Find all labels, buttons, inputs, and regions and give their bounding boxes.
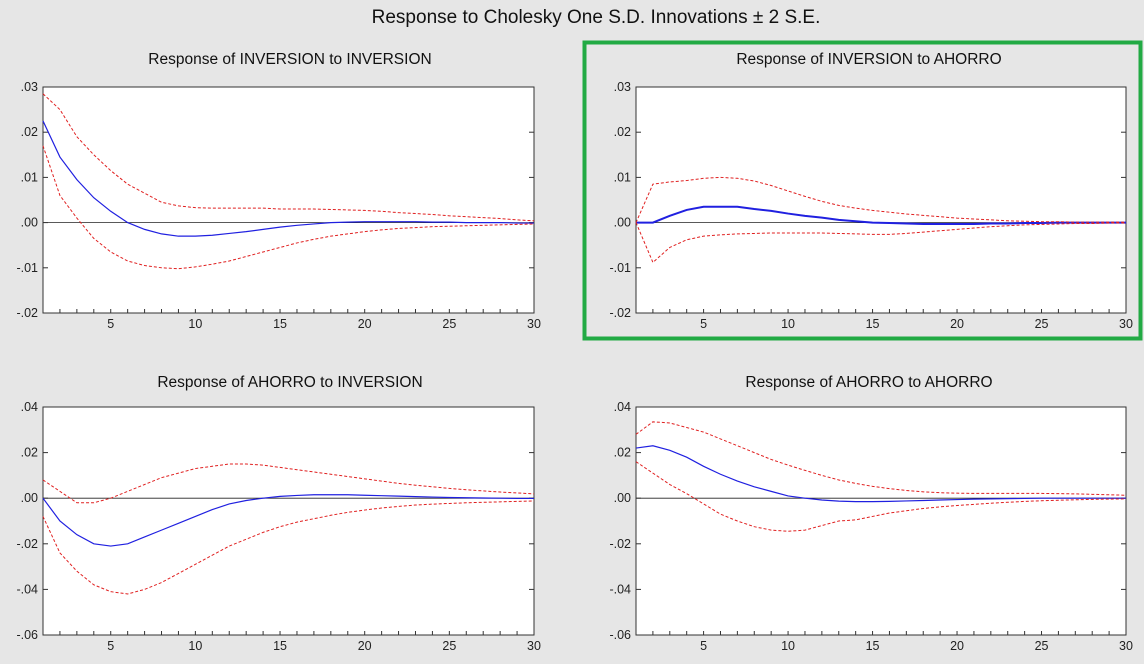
y-tick-label: .04 xyxy=(21,400,38,414)
panel-ahorro-to-ahorro: Response of AHORRO to AHORRO .04 .02 .00 -.… xyxy=(609,374,1133,653)
x-tick-label: 15 xyxy=(273,639,287,653)
upper-band-line xyxy=(42,93,535,222)
figure-title: Response to Cholesky One S.D. Innovation… xyxy=(372,7,821,28)
x-tick-label: 5 xyxy=(107,639,114,653)
y-tick-label: -.04 xyxy=(609,582,631,596)
y-tick-label: -.02 xyxy=(16,306,38,320)
y-tick-label: .03 xyxy=(614,80,631,94)
x-tick-label: 15 xyxy=(273,317,287,331)
y-tick-label: -.01 xyxy=(16,261,38,275)
y-tick-label: .00 xyxy=(21,216,38,230)
plot-area xyxy=(42,406,535,636)
y-tick-label: .04 xyxy=(614,400,631,414)
x-tick-label: 30 xyxy=(1119,317,1133,331)
plot-area xyxy=(635,406,1127,636)
x-tick-label: 25 xyxy=(442,639,456,653)
x-tick-label: 10 xyxy=(781,317,795,331)
y-tick-label: -.02 xyxy=(609,537,631,551)
y-tick-label: .00 xyxy=(614,491,631,505)
x-tick-label: 25 xyxy=(1035,317,1049,331)
panel-ahorro-to-inversion: Response of AHORRO to INVERSION .04 .02 .0… xyxy=(16,374,541,653)
y-tick-label: .02 xyxy=(614,446,631,460)
y-tick-label: .03 xyxy=(21,80,38,94)
x-tick-label: 5 xyxy=(700,639,707,653)
x-tick-label: 5 xyxy=(700,317,707,331)
x-tick-label: 15 xyxy=(866,639,880,653)
panel-title: Response of INVERSION to INVERSION xyxy=(148,51,431,68)
y-tick-label: -.01 xyxy=(609,261,631,275)
y-tick-label: .02 xyxy=(21,446,38,460)
panel-title: Response of INVERSION to AHORRO xyxy=(736,51,1001,68)
x-tick-label: 30 xyxy=(527,317,541,331)
panel-inversion-to-inversion: Response of INVERSION to INVERSION .03 .0… xyxy=(16,51,541,331)
lower-band-line xyxy=(635,222,1126,264)
y-tick-label: .02 xyxy=(614,125,631,139)
x-tick-label: 30 xyxy=(1119,639,1133,653)
panel-title: Response of AHORRO to AHORRO xyxy=(745,374,992,391)
y-tick-label: -.02 xyxy=(609,306,631,320)
y-tick-label: .01 xyxy=(21,170,38,184)
x-tick-label: 20 xyxy=(358,317,372,331)
x-tick-label: 10 xyxy=(781,639,795,653)
x-tick-label: 25 xyxy=(442,317,456,331)
plot-area xyxy=(42,86,535,314)
panel-inversion-to-ahorro: Response of INVERSION to AHORRO .03 .02 .0… xyxy=(609,51,1133,331)
y-tick-label: .00 xyxy=(614,216,631,230)
x-tick-label: 10 xyxy=(188,639,202,653)
y-tick-label: -.02 xyxy=(16,537,38,551)
y-tick-label: .00 xyxy=(21,491,38,505)
panel-title: Response of AHORRO to INVERSION xyxy=(157,374,422,391)
x-tick-label: 5 xyxy=(107,317,114,331)
y-tick-label: .02 xyxy=(21,125,38,139)
x-tick-label: 20 xyxy=(950,639,964,653)
upper-band-line xyxy=(42,463,535,504)
lower-band-line xyxy=(635,461,1127,532)
lower-band-line xyxy=(42,145,535,270)
response-line xyxy=(42,494,534,547)
y-tick-label: -.04 xyxy=(16,582,38,596)
y-tick-label: -.06 xyxy=(609,628,631,642)
highlight-box xyxy=(582,40,1143,341)
upper-band-line xyxy=(635,176,1126,223)
response-line xyxy=(42,120,534,237)
x-tick-label: 10 xyxy=(188,317,202,331)
plot-area xyxy=(635,86,1127,314)
x-tick-label: 25 xyxy=(1035,639,1049,653)
x-tick-label: 20 xyxy=(358,639,372,653)
x-tick-label: 30 xyxy=(527,639,541,653)
x-tick-label: 15 xyxy=(866,317,880,331)
y-tick-label: -.06 xyxy=(16,628,38,642)
response-line xyxy=(635,445,1126,503)
x-tick-label: 20 xyxy=(950,317,964,331)
response-line xyxy=(636,205,1126,225)
y-tick-label: .01 xyxy=(614,170,631,184)
